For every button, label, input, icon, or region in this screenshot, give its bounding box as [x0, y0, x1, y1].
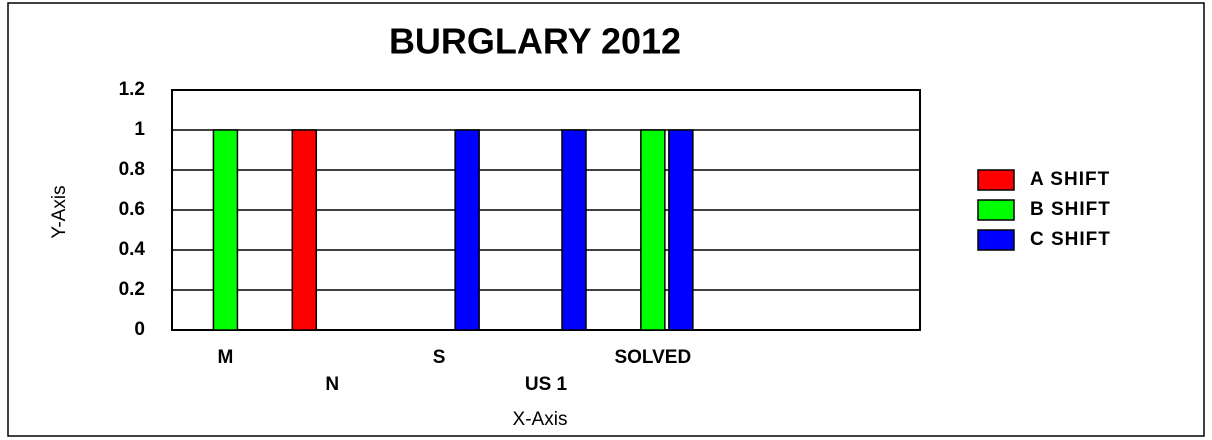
legend-swatch [977, 199, 1015, 221]
bar [454, 129, 480, 331]
chart-title: BURGLARY 2012 [389, 21, 681, 62]
x-tick-label: SOLVED [614, 347, 691, 368]
x-tick-label: M [218, 347, 234, 368]
x-tick-label: N [325, 374, 339, 395]
bar [212, 129, 239, 331]
legend-label: A SHIFT [1030, 169, 1110, 190]
y-tick-label: 1.2 [119, 79, 145, 100]
y-tick-label: 1 [134, 119, 145, 140]
bar [291, 129, 318, 331]
legend-swatch [977, 169, 1015, 191]
bar [640, 129, 666, 331]
y-tick-label: 0 [134, 319, 145, 340]
y-axis-label: Y-Axis [49, 185, 70, 238]
y-tick-label: 0.8 [119, 159, 145, 180]
bar [668, 129, 694, 331]
legend-swatch [977, 229, 1015, 251]
legend-label: C SHIFT [1030, 229, 1111, 250]
y-tick-label: 0.4 [119, 239, 146, 260]
x-tick-label: US 1 [525, 374, 568, 395]
y-tick-label: 0.6 [119, 199, 145, 220]
y-tick-label: 0.2 [119, 279, 145, 300]
x-axis-label: X-Axis [513, 409, 568, 430]
bar [561, 129, 587, 331]
x-tick-label: S [433, 347, 446, 368]
legend-label: B SHIFT [1030, 199, 1111, 220]
